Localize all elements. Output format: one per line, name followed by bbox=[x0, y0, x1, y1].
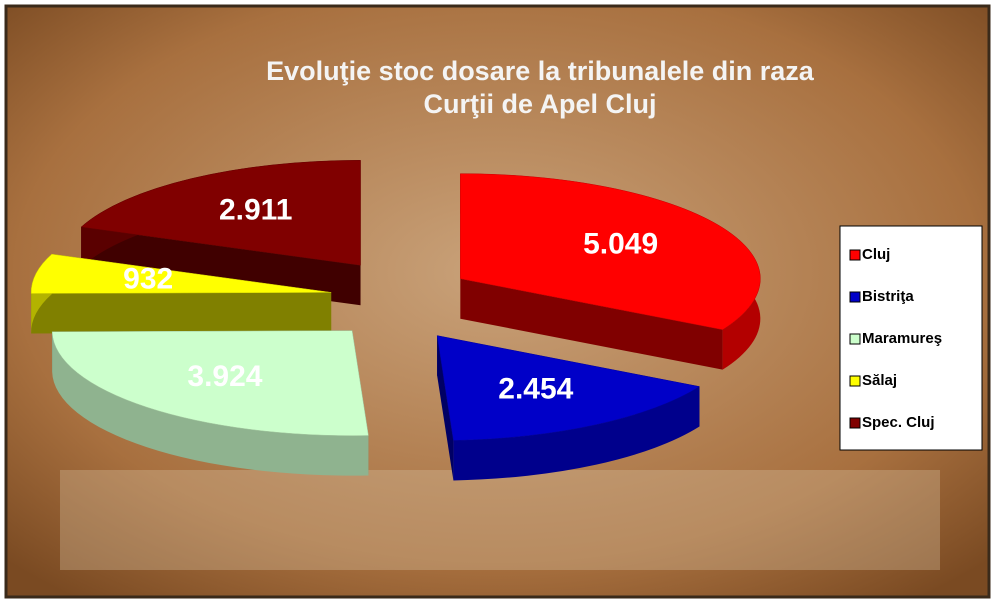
chart-title: Curţii de Apel Cluj bbox=[423, 89, 656, 119]
chart-title: Evoluţie stoc dosare la tribunalele din … bbox=[266, 56, 815, 86]
legend-label: Cluj bbox=[862, 246, 890, 263]
value-label: 2.911 bbox=[219, 193, 292, 226]
chart: Evoluţie stoc dosare la tribunalele din … bbox=[0, 0, 995, 603]
legend: Cluj Bistriţa Maramureş Sălaj Spec. Cluj bbox=[840, 226, 982, 450]
value-label: 932 bbox=[123, 263, 173, 296]
value-label: 2.454 bbox=[498, 373, 573, 406]
legend-swatch bbox=[850, 250, 860, 260]
legend-label: Sălaj bbox=[862, 372, 897, 389]
value-label: 5.049 bbox=[583, 228, 658, 261]
legend-swatch bbox=[850, 418, 860, 428]
legend-swatch bbox=[850, 334, 860, 344]
legend-swatch bbox=[850, 292, 860, 302]
legend-swatch bbox=[850, 376, 860, 386]
value-label: 3.924 bbox=[187, 360, 262, 393]
legend-label: Maramureş bbox=[862, 330, 942, 347]
balustrade bbox=[60, 470, 940, 570]
legend-label: Spec. Cluj bbox=[862, 414, 935, 431]
legend-label: Bistriţa bbox=[862, 288, 914, 305]
